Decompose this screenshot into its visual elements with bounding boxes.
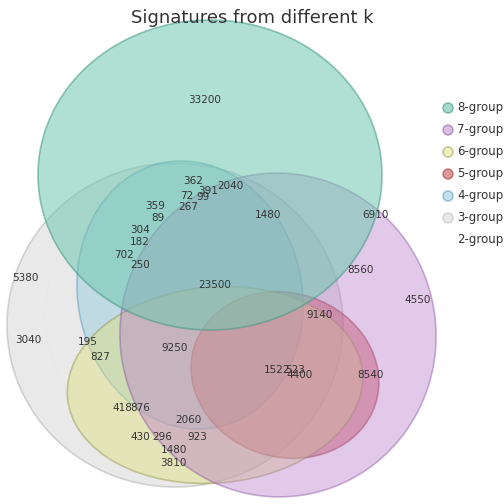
Text: 1480: 1480 (161, 445, 187, 455)
Text: 89: 89 (151, 213, 165, 223)
Text: 6-group: 6-group (457, 146, 503, 158)
Ellipse shape (120, 173, 436, 497)
Text: 827: 827 (90, 352, 110, 362)
Text: 876: 876 (130, 403, 150, 413)
Text: 7-group: 7-group (457, 123, 503, 137)
Text: 1522: 1522 (264, 365, 290, 375)
Text: 4-group: 4-group (457, 190, 503, 203)
Text: 1480: 1480 (255, 210, 281, 220)
Text: 6910: 6910 (362, 210, 388, 220)
Text: 2060: 2060 (175, 415, 201, 425)
Text: 9250: 9250 (162, 343, 188, 353)
Text: 296: 296 (152, 432, 172, 442)
Circle shape (443, 103, 453, 113)
Text: 72: 72 (180, 191, 194, 201)
Text: 923: 923 (187, 432, 207, 442)
Text: 362: 362 (183, 176, 203, 186)
Text: 33200: 33200 (188, 95, 221, 105)
Text: 304: 304 (130, 225, 150, 235)
Text: 3-group: 3-group (457, 212, 503, 224)
Text: 23500: 23500 (199, 280, 231, 290)
Ellipse shape (38, 20, 382, 330)
Text: 8-group: 8-group (457, 101, 503, 114)
Text: 702: 702 (114, 250, 134, 260)
Ellipse shape (7, 163, 343, 487)
Text: 8540: 8540 (357, 370, 383, 380)
Text: 391: 391 (198, 186, 218, 196)
Text: 250: 250 (130, 260, 150, 270)
Text: 195: 195 (78, 337, 98, 347)
Circle shape (443, 125, 453, 135)
Text: 359: 359 (145, 201, 165, 211)
Ellipse shape (191, 292, 379, 458)
Text: 8560: 8560 (347, 265, 373, 275)
Circle shape (443, 147, 453, 157)
Circle shape (443, 191, 453, 201)
Text: 418: 418 (112, 403, 132, 413)
Circle shape (443, 169, 453, 179)
Text: 523: 523 (285, 365, 305, 375)
Text: 2-group: 2-group (457, 233, 503, 246)
Text: 99: 99 (197, 192, 210, 202)
Ellipse shape (77, 161, 303, 429)
Text: 267: 267 (178, 202, 198, 212)
Text: 3810: 3810 (160, 458, 186, 468)
Text: 182: 182 (130, 237, 150, 247)
Text: 4550: 4550 (405, 295, 431, 305)
Text: 430: 430 (130, 432, 150, 442)
Text: 4400: 4400 (287, 370, 313, 380)
Text: 2040: 2040 (217, 181, 243, 191)
Text: 3040: 3040 (15, 335, 41, 345)
Text: 5-group: 5-group (457, 167, 503, 180)
Text: 9140: 9140 (307, 310, 333, 320)
Circle shape (443, 213, 453, 223)
Ellipse shape (68, 287, 363, 483)
Text: 5380: 5380 (12, 273, 38, 283)
Text: Signatures from different k: Signatures from different k (131, 9, 373, 27)
